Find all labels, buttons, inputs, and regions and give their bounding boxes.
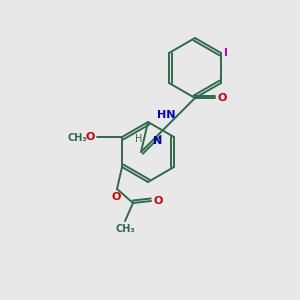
Text: O: O bbox=[85, 132, 95, 142]
Text: CH₃: CH₃ bbox=[68, 133, 87, 143]
Text: N: N bbox=[153, 136, 163, 146]
Text: HN: HN bbox=[157, 110, 175, 120]
Text: CH₃: CH₃ bbox=[115, 224, 135, 234]
Text: O: O bbox=[111, 192, 121, 202]
Text: I: I bbox=[224, 48, 228, 58]
Text: H: H bbox=[135, 134, 143, 144]
Text: O: O bbox=[153, 196, 162, 206]
Text: O: O bbox=[217, 93, 226, 103]
